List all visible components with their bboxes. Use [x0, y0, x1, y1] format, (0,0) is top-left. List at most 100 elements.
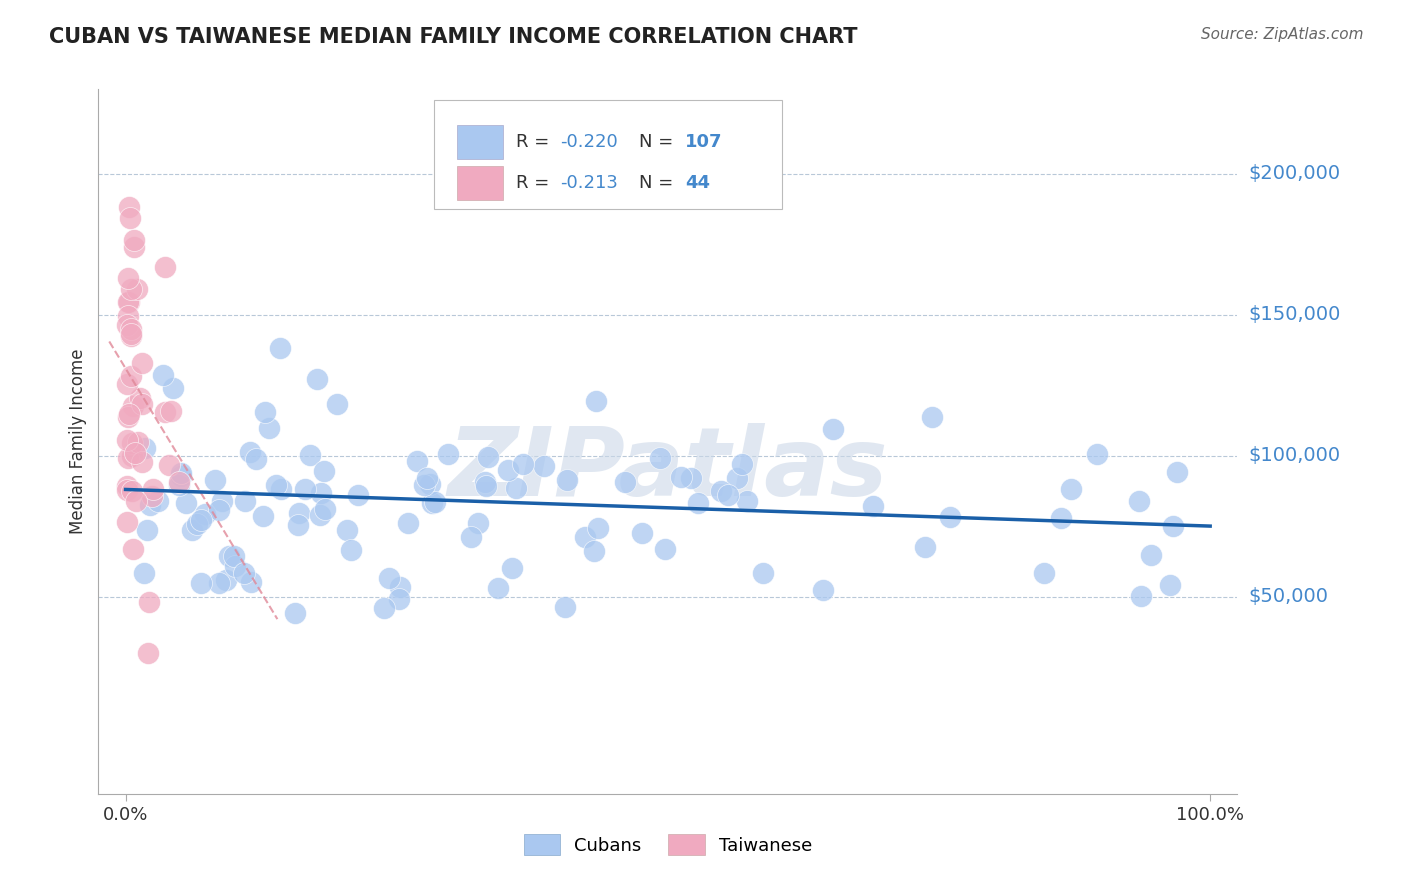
Point: [420, 496, 443, 510]
Point: [811, 583, 834, 598]
Point: [155, 404, 177, 418]
FancyBboxPatch shape: [434, 100, 782, 209]
Point: [586, 521, 609, 535]
Point: [585, 393, 607, 408]
Point: [233, 494, 256, 508]
Text: $200,000: $200,000: [1249, 164, 1340, 183]
Point: [419, 477, 441, 491]
Point: [1050, 511, 1073, 525]
Point: [174, 496, 197, 510]
Point: [436, 447, 458, 461]
Point: [1140, 549, 1163, 563]
Point: [120, 368, 142, 383]
Point: [218, 549, 240, 563]
Text: -0.220: -0.220: [560, 133, 617, 151]
Point: [141, 489, 163, 503]
Point: [121, 449, 143, 463]
Point: [398, 516, 420, 531]
Point: [167, 475, 190, 490]
Y-axis label: Median Family Income: Median Family Income: [69, 349, 87, 534]
Point: [821, 422, 844, 436]
Point: [117, 450, 139, 465]
Point: [170, 466, 193, 480]
Point: [138, 498, 160, 512]
Point: [669, 470, 692, 484]
Text: $100,000: $100,000: [1249, 446, 1340, 465]
Point: [1128, 493, 1150, 508]
Point: [215, 573, 238, 587]
Point: [314, 501, 336, 516]
Point: [574, 530, 596, 544]
Text: CUBAN VS TAIWANESE MEDIAN FAMILY INCOME CORRELATION CHART: CUBAN VS TAIWANESE MEDIAN FAMILY INCOME …: [49, 27, 858, 46]
Point: [582, 543, 605, 558]
Point: [122, 240, 145, 254]
Point: [650, 450, 672, 465]
Point: [309, 486, 332, 500]
Point: [245, 452, 267, 467]
Point: [120, 211, 142, 226]
Point: [157, 458, 180, 472]
Text: 107: 107: [685, 133, 723, 151]
Text: 44: 44: [685, 174, 710, 192]
Bar: [457, 125, 503, 159]
Point: [142, 482, 165, 496]
Point: [152, 368, 174, 382]
Point: [326, 397, 349, 411]
Point: [208, 503, 231, 517]
Text: -0.213: -0.213: [560, 174, 617, 192]
Point: [124, 446, 146, 460]
Point: [162, 381, 184, 395]
Point: [731, 457, 754, 471]
Point: [1060, 483, 1083, 497]
Point: [717, 488, 740, 502]
Point: [416, 471, 439, 485]
Point: [252, 508, 274, 523]
Point: [134, 442, 156, 456]
Point: [467, 516, 489, 530]
Point: [309, 508, 332, 522]
Point: [264, 478, 287, 492]
Point: [146, 494, 169, 508]
Text: Source: ZipAtlas.com: Source: ZipAtlas.com: [1201, 27, 1364, 42]
Point: [118, 407, 141, 421]
Point: [207, 576, 229, 591]
Point: [135, 523, 157, 537]
Point: [204, 473, 226, 487]
Point: [118, 200, 141, 214]
Point: [631, 525, 654, 540]
Point: [486, 582, 509, 596]
Point: [129, 391, 152, 405]
Point: [939, 510, 962, 524]
Point: [124, 234, 146, 248]
Point: [474, 475, 496, 489]
Point: [224, 559, 246, 574]
Text: $50,000: $50,000: [1249, 587, 1329, 606]
Point: [117, 409, 139, 424]
Point: [505, 481, 527, 495]
Point: [253, 404, 276, 418]
Text: R =: R =: [516, 133, 555, 151]
Point: [474, 479, 496, 493]
Point: [115, 377, 138, 392]
Point: [555, 473, 578, 487]
Point: [914, 540, 936, 554]
Point: [477, 450, 499, 464]
Point: [239, 575, 262, 590]
Point: [186, 517, 208, 532]
Point: [1033, 566, 1056, 581]
Point: [120, 326, 142, 341]
Point: [512, 458, 534, 472]
Point: [533, 459, 555, 474]
Point: [710, 483, 733, 498]
Text: N =: N =: [640, 133, 679, 151]
Point: [155, 260, 177, 274]
Point: [288, 506, 311, 520]
Text: N =: N =: [640, 174, 679, 192]
Point: [340, 542, 363, 557]
Point: [312, 464, 335, 478]
Point: [127, 282, 149, 296]
Point: [287, 517, 309, 532]
Point: [307, 372, 329, 386]
Point: [679, 471, 702, 485]
Point: [1166, 466, 1188, 480]
